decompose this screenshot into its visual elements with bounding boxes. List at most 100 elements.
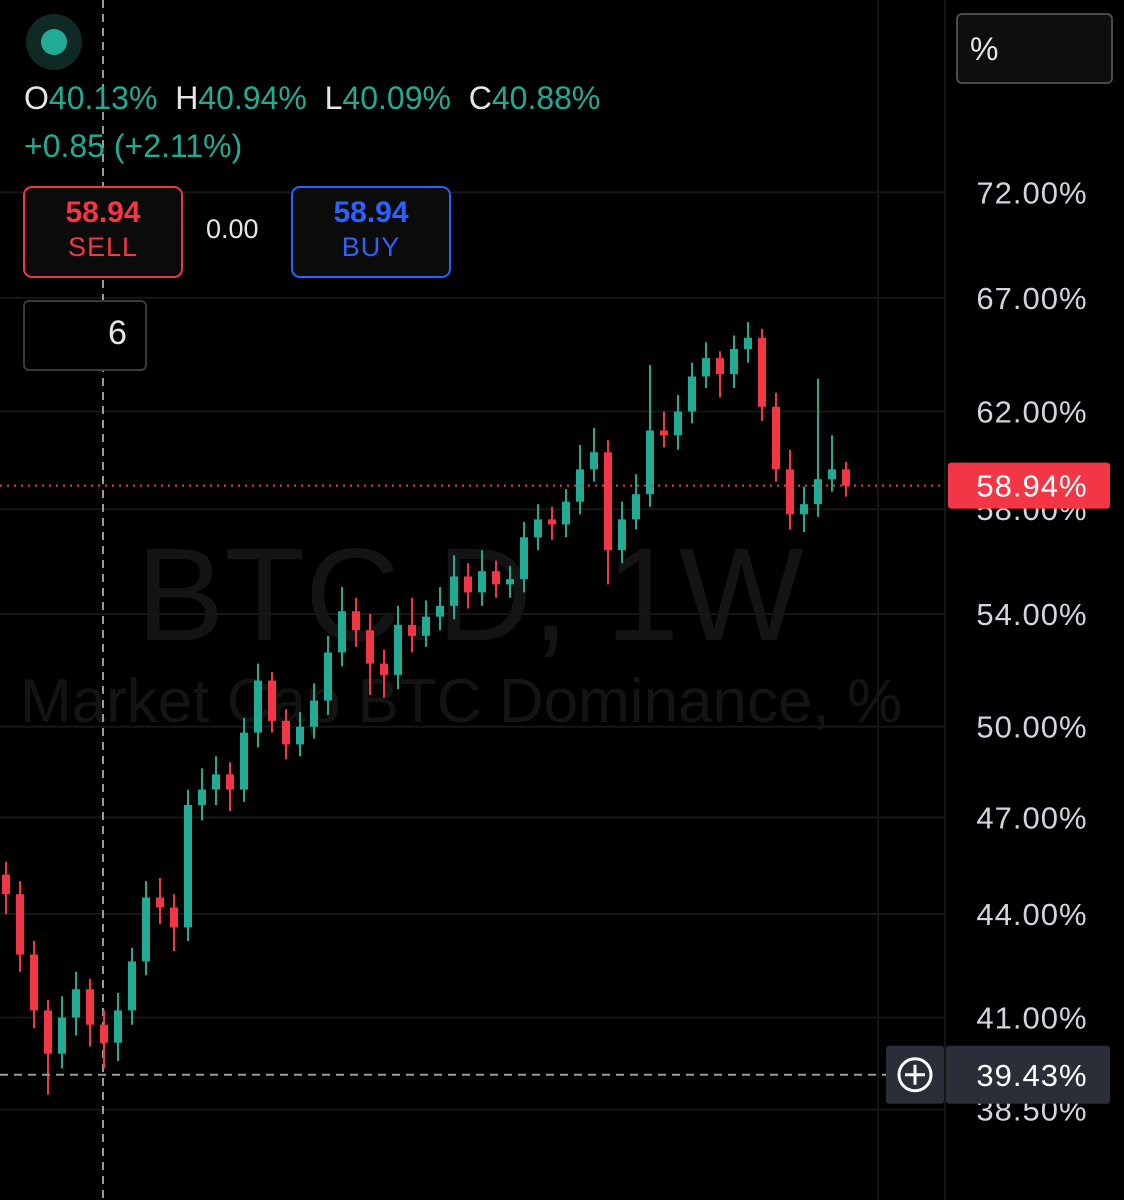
close-label: C (468, 80, 492, 116)
candle-body (310, 700, 318, 727)
candle-body (436, 605, 444, 617)
low-label: L (324, 80, 343, 116)
candle-body (758, 337, 766, 407)
candle-body (702, 358, 710, 377)
crosshair-price-label: 39.43% (976, 1058, 1087, 1093)
y-tick-label: 50.00% (976, 710, 1087, 745)
candle-body (86, 989, 94, 1025)
crosshair-price-box (946, 1045, 1110, 1104)
watermark-symbol: BTC.D, 1W (136, 521, 804, 668)
candle-body (212, 774, 220, 790)
candle-body (114, 1010, 122, 1043)
candle-body (58, 1017, 66, 1054)
candle-body (268, 680, 276, 721)
candle-body (688, 376, 696, 412)
watermark-description: Market Cap BTC Dominance, % (20, 667, 902, 736)
candle-body (2, 874, 10, 895)
indicators-toggle[interactable] (23, 300, 147, 371)
candle-body (450, 576, 458, 606)
candle-body (408, 624, 416, 636)
buy-label: BUY (341, 232, 401, 262)
candle-body (142, 897, 150, 962)
candle-body (618, 519, 626, 551)
candle-body (282, 720, 290, 745)
buy-price: 58.94 (333, 196, 409, 229)
last-price-label: 58.94% (976, 469, 1087, 504)
candle-body (380, 663, 388, 675)
candle-body (128, 961, 136, 1011)
y-tick-label: 47.00% (976, 800, 1087, 835)
candle-body (30, 954, 38, 1011)
buy-button[interactable]: 58.94 BUY (291, 186, 451, 278)
candle-body (100, 1024, 108, 1043)
candle-body (324, 652, 332, 701)
candle-body (422, 616, 430, 636)
low-value: 40.09% (342, 80, 451, 116)
candle-body (254, 680, 262, 733)
change: +0.85 (+2.11%) (24, 128, 243, 164)
candle-body (394, 624, 402, 675)
candle-body (44, 1010, 52, 1054)
candle-body (16, 894, 24, 955)
candle-body (730, 349, 738, 375)
high-value: 40.94% (198, 80, 307, 116)
candle-body (492, 571, 500, 585)
candle-body (338, 611, 346, 653)
open-label: O (24, 80, 49, 116)
candle-body (534, 519, 542, 538)
candle-body (240, 732, 248, 790)
scale-button[interactable]: % (956, 13, 1113, 84)
candle-body (562, 501, 570, 525)
candle-body (548, 519, 556, 525)
status-dot (41, 29, 67, 55)
high-label: H (175, 80, 199, 116)
sell-label: SELL (67, 232, 139, 262)
y-tick-label: 72.00% (976, 175, 1087, 210)
candle-body (296, 726, 304, 745)
candle-body (72, 989, 80, 1018)
sell-price: 58.94 (65, 196, 141, 229)
candle-body (156, 897, 164, 908)
candle-body (828, 469, 836, 480)
candle-body (520, 537, 528, 580)
candle-body (786, 469, 794, 515)
candle-body (800, 504, 808, 515)
ohlc-legend: O40.13% H40.94% L40.09% C40.88% (24, 80, 600, 117)
candle-body (170, 907, 178, 928)
plus-icon (905, 1064, 925, 1085)
candle-body (674, 411, 682, 436)
y-tick-label: 44.00% (976, 897, 1087, 932)
y-tick-label: 54.00% (976, 597, 1087, 632)
candle-body (506, 579, 514, 585)
candle-body (604, 452, 612, 551)
plus-icon (897, 1057, 933, 1093)
candle-body (632, 494, 640, 520)
candle-body (352, 611, 360, 631)
candle-body (842, 469, 850, 486)
spread: 0.00 (206, 214, 259, 244)
candle-body (646, 430, 654, 495)
candle-body (366, 630, 374, 664)
candle-body (198, 789, 206, 805)
close-value: 40.88% (491, 80, 601, 116)
candle-body (814, 479, 822, 505)
y-tick-label: 67.00% (976, 281, 1087, 316)
candle-body (226, 774, 234, 790)
sell-button[interactable]: 58.94 SELL (23, 186, 183, 278)
y-tick-label: 62.00% (976, 394, 1087, 429)
indicator-count: 6 (108, 314, 127, 352)
candle-body (716, 358, 724, 375)
candle-body (590, 452, 598, 470)
candle-body (184, 804, 192, 928)
y-tick-label: 41.00% (976, 1001, 1087, 1036)
candle-body (576, 469, 584, 502)
candle-body (744, 337, 752, 350)
candle-body (464, 576, 472, 593)
open-value: 40.13% (48, 80, 158, 116)
candle-body (660, 430, 668, 436)
candle-body (772, 406, 780, 470)
last-price-box (948, 462, 1110, 509)
candle-body (478, 571, 486, 593)
